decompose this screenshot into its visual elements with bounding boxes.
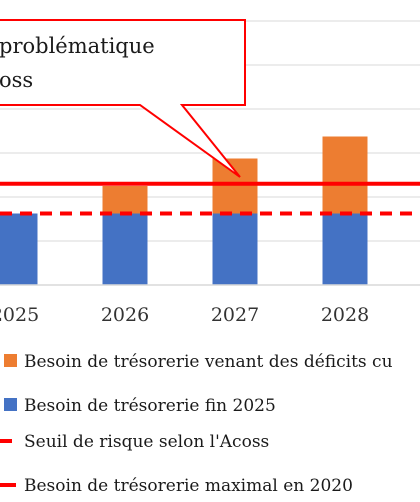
reference-lines [0,181,420,216]
legend-label-solid: Besoin de trésorerie maximal en 2020 [24,476,353,496]
bar-segment-2025 [0,213,38,285]
bars [0,136,368,285]
legend-label-orange: Besoin de trésorerie venant des déficits… [24,352,393,372]
callout-box [0,19,246,178]
legend-label-blue: Besoin de trésorerie fin 2025 [24,396,276,416]
legend-swatch-blue [4,398,17,411]
legend-swatch-orange [4,354,17,367]
callout-line-2: oss [0,68,33,92]
bar-segment-2026 [102,213,148,285]
x-tick-label: 2025 [0,304,39,326]
bar-segment-2028 [322,213,368,285]
legend-item-solid: Besoin de trésorerie maximal en 2020 [0,476,353,496]
x-tick-label: 2027 [211,304,259,326]
legend: Besoin de trésorerie venant des déficits… [0,352,393,496]
bar-segment-2027 [212,213,258,285]
legend-item-dashed: Seuil de risque selon l'Acoss [0,432,269,452]
x-tick-label: 2028 [321,304,369,326]
legend-item-orange: Besoin de trésorerie venant des déficits… [4,352,393,372]
callout-annotation: problématique oss [0,19,246,178]
x-tick-labels: 2025 2026 2027 2028 [0,304,369,326]
legend-item-blue: Besoin de trésorerie fin 2025 [4,396,276,416]
bar-segment-2027 [212,158,258,214]
x-tick-label: 2026 [101,304,149,326]
bar-segment-2026 [102,186,148,214]
bar-segment-2028 [322,136,368,214]
legend-label-dashed: Seuil de risque selon l'Acoss [24,432,269,452]
callout-line-1: problématique [0,34,155,58]
